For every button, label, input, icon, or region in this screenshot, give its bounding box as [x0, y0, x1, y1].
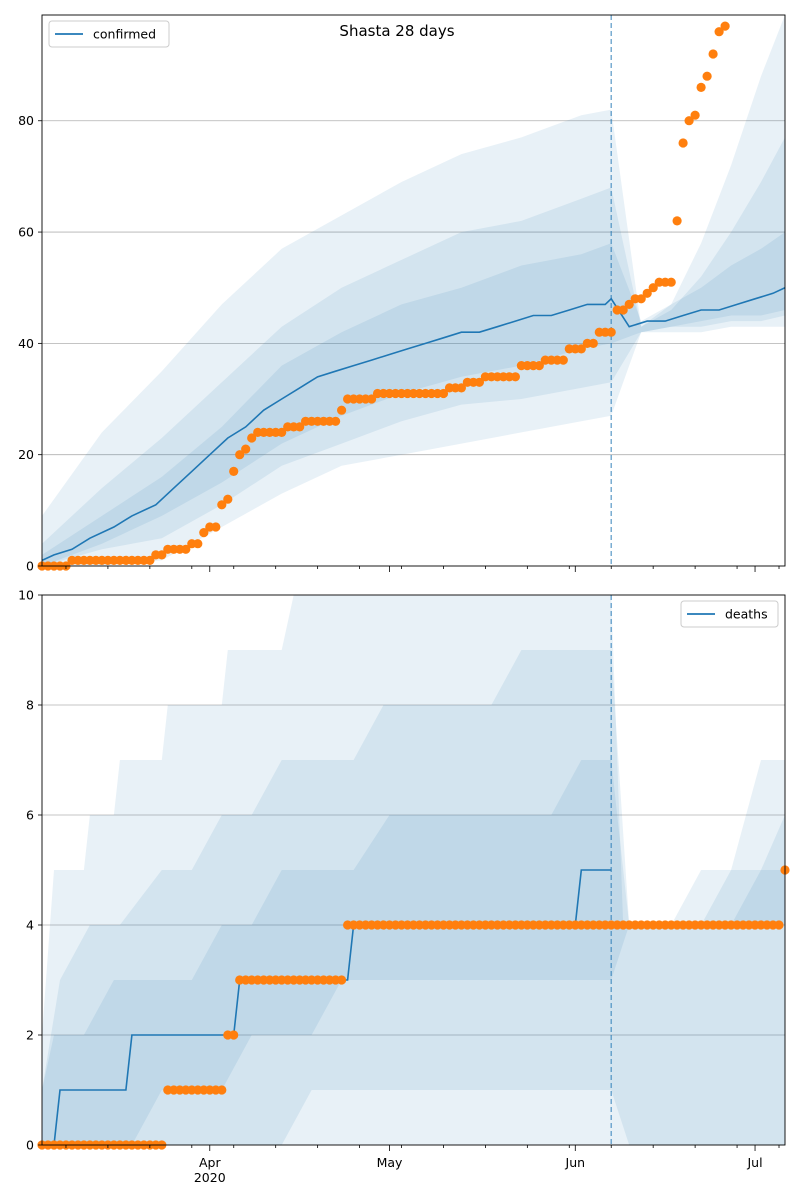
series-line-deaths [42, 869, 612, 1145]
legend-label: confirmed [93, 27, 156, 42]
data-point [642, 288, 652, 298]
y-tick-label: 40 [18, 336, 34, 351]
data-point [696, 82, 706, 92]
x-tick-label: Jul [746, 1155, 762, 1170]
data-point [367, 394, 377, 404]
x-tick-label: May [377, 1155, 403, 1170]
data-point [558, 355, 568, 365]
axes-frame [41, 14, 786, 567]
data-point [277, 427, 287, 437]
x-tick-sublabel: 2020 [194, 1170, 226, 1185]
data-point [636, 294, 646, 304]
data-point [229, 466, 239, 476]
data-point [714, 27, 724, 37]
y-tick-label: 4 [26, 918, 34, 933]
data-point [672, 216, 682, 226]
data-point [690, 110, 700, 120]
uncertainty-band-3 [42, 760, 785, 1145]
data-point [337, 405, 347, 415]
uncertainty-band-3 [42, 232, 785, 566]
data-point [624, 299, 634, 309]
data-point [241, 444, 251, 454]
data-point [606, 327, 616, 337]
legend-box [48, 20, 170, 48]
data-point [510, 372, 520, 382]
data-point [678, 138, 688, 148]
x-tick-label: Apr [199, 1155, 221, 1170]
data-point [618, 305, 628, 315]
data-point [337, 975, 347, 985]
legend: deaths [680, 600, 779, 628]
data-point [211, 522, 221, 532]
data-point [774, 920, 784, 930]
uncertainty-band-2 [42, 137, 785, 566]
data-point [229, 1030, 239, 1040]
plot-area [42, 595, 785, 1145]
data-point [534, 361, 544, 371]
uncertainty-band-1 [42, 15, 785, 566]
data-point [235, 450, 245, 460]
data-point [684, 116, 694, 126]
y-tick-label: 0 [26, 1138, 34, 1153]
data-point [181, 544, 191, 554]
confirmed-panel: 0 20 40 60 80 confirmed [18, 14, 786, 574]
data-point [223, 494, 233, 504]
y-tick-label: 2 [26, 1028, 34, 1043]
data-point [157, 550, 167, 560]
y-tick-label: 10 [18, 588, 34, 603]
data-point [720, 21, 730, 31]
plot-area [42, 15, 785, 566]
uncertainty-band-1 [42, 595, 785, 1145]
data-point [331, 416, 341, 426]
y-tick-label: 80 [18, 113, 34, 128]
data-point [438, 388, 449, 399]
data-point [576, 344, 586, 354]
uncertainty-band-2 [42, 650, 785, 1145]
y-tick-label: 20 [18, 447, 34, 462]
data-point [474, 377, 484, 387]
legend-box [680, 600, 779, 628]
data-point [708, 49, 718, 59]
y-tick-label: 0 [26, 559, 34, 574]
data-point [456, 383, 466, 393]
chart-title: Shasta 28 days [339, 22, 454, 40]
data-point [702, 71, 712, 81]
data-point [295, 422, 305, 432]
legend-label: deaths [725, 607, 768, 622]
data-point [193, 539, 203, 549]
data-point [145, 555, 155, 566]
data-point [217, 500, 227, 510]
data-point [666, 277, 676, 287]
data-point [588, 338, 598, 348]
y-tick-label: 8 [26, 698, 34, 713]
data-point [217, 1085, 227, 1095]
data-point [199, 528, 209, 538]
y-tick-label: 6 [26, 808, 34, 823]
x-tick-label: Jun [565, 1155, 586, 1170]
data-point [247, 433, 257, 443]
y-tick-label: 60 [18, 225, 34, 240]
legend: confirmed [48, 20, 170, 48]
series-line-confirmed [42, 286, 785, 562]
data-point [648, 283, 658, 293]
axes-frame [41, 594, 786, 1146]
